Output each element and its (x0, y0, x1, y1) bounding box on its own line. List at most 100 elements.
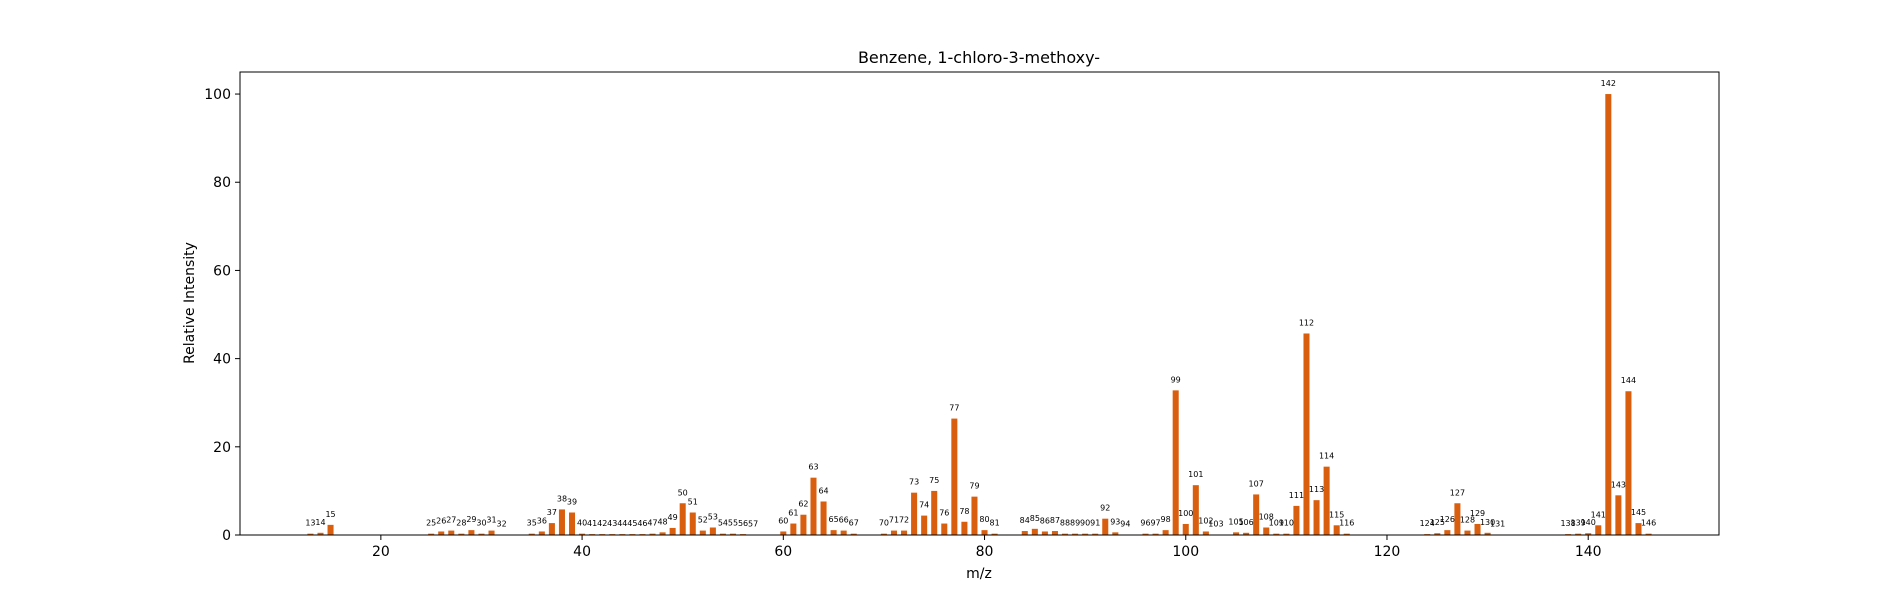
bar-label: 102 (1198, 516, 1213, 525)
y-tick-label: 80 (213, 175, 231, 191)
bar-label: 75 (929, 476, 939, 485)
bar (1112, 532, 1119, 535)
bar-label: 62 (798, 500, 808, 509)
bar (1645, 533, 1652, 535)
bar-label: 96 (1140, 519, 1150, 528)
bar (921, 515, 928, 535)
bar (1233, 532, 1240, 535)
bar-label: 131 (1490, 520, 1505, 529)
x-tick-label: 120 (1374, 544, 1401, 560)
bar (579, 533, 586, 535)
bar-label: 124 (1420, 519, 1435, 528)
bar (558, 509, 565, 535)
bar (1333, 525, 1340, 535)
bar-label: 89 (1070, 519, 1080, 528)
bar (1615, 495, 1622, 535)
bar (820, 501, 827, 535)
bar (1303, 333, 1310, 535)
bar (1474, 523, 1481, 535)
bar-label: 110 (1279, 519, 1294, 528)
bar-label: 25 (426, 519, 436, 528)
bar (307, 533, 314, 535)
bar (1595, 525, 1602, 535)
bar-label: 144 (1621, 376, 1636, 385)
bar (1082, 533, 1089, 535)
bar (981, 530, 988, 535)
x-tick-label: 60 (774, 544, 792, 560)
bar-label: 72 (899, 516, 909, 525)
bar-label: 146 (1641, 519, 1656, 528)
bar (1021, 531, 1028, 535)
bar-label: 130 (1480, 518, 1495, 527)
bar (1464, 530, 1471, 535)
bar-label: 129 (1470, 509, 1485, 518)
bar-label: 108 (1259, 513, 1274, 522)
bar (780, 531, 787, 535)
bar (1263, 527, 1270, 535)
bar (1031, 528, 1038, 535)
bar-label: 53 (708, 513, 718, 522)
bar-label: 48 (657, 517, 667, 526)
bar (1041, 531, 1048, 535)
bar-label: 140 (1581, 518, 1596, 527)
y-axis-ticks: 0 20 40 60 80 100 (204, 87, 240, 544)
bar (669, 527, 676, 535)
bar-label: 63 (808, 463, 818, 472)
bar-label: 107 (1249, 479, 1264, 488)
bar-label: 43 (607, 519, 617, 528)
bar-label: 98 (1161, 515, 1171, 524)
bar (709, 527, 716, 535)
bar-label: 94 (1120, 520, 1130, 529)
bar-label: 50 (678, 488, 688, 497)
bar-label: 143 (1611, 480, 1626, 489)
bar-label: 101 (1188, 470, 1203, 479)
bar-label: 139 (1571, 519, 1586, 528)
bar (488, 530, 495, 535)
bar-label: 116 (1339, 519, 1354, 528)
bar (1273, 533, 1280, 535)
plot-frame (239, 71, 1720, 536)
bar-label: 141 (1591, 510, 1606, 519)
bar-label: 46 (637, 519, 647, 528)
bar (1152, 533, 1159, 535)
bar-label: 111 (1289, 491, 1304, 500)
bar-label: 145 (1631, 508, 1646, 517)
bar-label: 56 (738, 519, 748, 528)
x-tick-label: 100 (1172, 544, 1199, 560)
bar-label: 87 (1050, 516, 1060, 525)
bar-label: 26 (436, 516, 446, 525)
bar (800, 514, 807, 535)
bar (901, 530, 908, 535)
bar-label: 100 (1178, 509, 1193, 518)
bar (991, 533, 998, 535)
bar-label: 31 (486, 516, 496, 525)
bar (1092, 533, 1099, 535)
bar-label: 60 (778, 516, 788, 525)
bar (1605, 94, 1612, 536)
bar (478, 533, 485, 535)
bar (1635, 523, 1642, 535)
bar-label: 55 (728, 519, 738, 528)
bar-label: 142 (1601, 79, 1616, 88)
bar (569, 512, 576, 535)
bar-label: 78 (959, 507, 969, 516)
bar-label: 73 (909, 478, 919, 487)
bar (1172, 390, 1179, 535)
bar (1323, 466, 1330, 535)
bar (1585, 533, 1592, 535)
bar (1444, 530, 1451, 535)
bar-label: 36 (537, 516, 547, 525)
bar-label: 115 (1329, 510, 1344, 519)
bar-label: 97 (1150, 519, 1160, 528)
bar (538, 531, 545, 535)
bar-label: 74 (919, 501, 929, 510)
bar (1182, 523, 1189, 535)
y-tick-label: 100 (204, 87, 231, 103)
bar-label: 39 (567, 498, 577, 507)
bar-label: 77 (949, 404, 959, 413)
bar (1454, 503, 1461, 535)
bar (1192, 485, 1199, 535)
y-tick-label: 40 (213, 352, 231, 368)
